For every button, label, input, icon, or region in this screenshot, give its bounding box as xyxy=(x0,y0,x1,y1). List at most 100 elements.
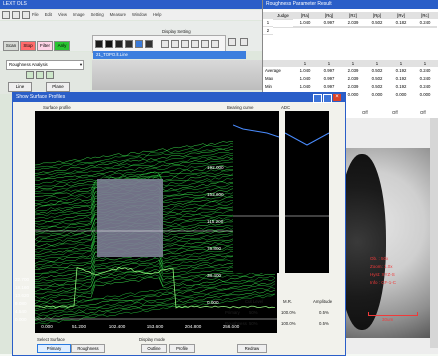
stats-cell: Average xyxy=(265,68,281,73)
color-icon[interactable] xyxy=(135,40,143,48)
analysis-icon-2[interactable] xyxy=(36,71,44,79)
save-icon[interactable] xyxy=(22,11,30,19)
close-icon: × xyxy=(335,94,339,100)
profile-line xyxy=(34,287,276,318)
grid-icon[interactable] xyxy=(161,40,169,48)
stats-cell: 0.502 xyxy=(371,76,383,81)
plane-button[interactable]: Plane xyxy=(46,82,70,92)
results-cell: 0.502 xyxy=(365,19,389,27)
results-cell xyxy=(389,27,413,28)
scan-button[interactable]: Scan xyxy=(3,41,19,51)
camera-icon[interactable] xyxy=(115,40,123,48)
bearing-curve-line xyxy=(232,124,280,138)
stats-cell: 2.039 xyxy=(347,76,359,81)
results-window-title-bar: Roughness Parameter Result xyxy=(263,0,438,9)
micrograph-label-zoom: Zoom: 1.0x xyxy=(370,264,393,269)
analysis-button[interactable]: Anly xyxy=(54,41,70,51)
micrograph-label-block: Ob. : 50x Zoom: 1.0x Hyst: XYZ-S Info : … xyxy=(362,256,432,300)
profile-mode-button[interactable]: Profile xyxy=(169,344,195,353)
adc-plot xyxy=(284,111,330,273)
restore-icon[interactable] xyxy=(240,38,248,46)
profile-line xyxy=(34,271,276,302)
outer-ytick: 4.540 xyxy=(15,309,27,314)
roughness-surface-button[interactable]: Roughness xyxy=(71,344,105,353)
primary-surface-button[interactable]: Primary xyxy=(37,344,71,353)
main-window-title-bar: LEXT OLS xyxy=(0,0,262,9)
layout-icon[interactable] xyxy=(211,40,219,48)
col-header-mr: M.R. xyxy=(283,299,293,304)
zoom-percent-icon[interactable] xyxy=(201,40,209,48)
menu-item[interactable]: Measure xyxy=(109,12,126,17)
menu-item[interactable]: Window xyxy=(131,12,147,17)
results-cell: 0.997 xyxy=(317,19,341,27)
inner-ytick: 76.800 xyxy=(207,246,222,251)
dialog-minimize-button[interactable] xyxy=(313,94,322,103)
open-icon[interactable] xyxy=(12,11,20,19)
stats-header-cell: 1 xyxy=(351,61,355,66)
profile-line xyxy=(34,289,276,321)
menu-item[interactable]: File xyxy=(32,12,39,17)
results-cell: 2.039 xyxy=(341,19,365,27)
window-icon[interactable] xyxy=(228,38,236,46)
pointer-icon[interactable] xyxy=(191,40,199,48)
new-icon[interactable] xyxy=(2,11,10,19)
stack-icon[interactable] xyxy=(145,40,153,48)
stop-button[interactable]: Stop xyxy=(20,41,36,51)
left-panel: Roughness Analysis ▾ Line Plane xyxy=(0,52,90,94)
stats-cell: 0.000 xyxy=(347,92,359,97)
menu-items: File Edit View Image Setting Measure Window Hel… xyxy=(32,10,162,20)
line-button[interactable]: Line xyxy=(8,82,32,92)
brush-icon[interactable] xyxy=(171,40,179,48)
menu-item[interactable]: View xyxy=(57,12,67,17)
stats-header-cell: 1 xyxy=(303,61,307,66)
inner-ytick: 115.200 xyxy=(207,219,224,224)
dialog-maximize-button[interactable] xyxy=(323,94,332,103)
stats-cell: 0.502 xyxy=(371,84,383,89)
bearing-curve-plot xyxy=(232,111,280,273)
redraw-button[interactable]: Redraw xyxy=(237,344,267,353)
analysis-icon-1[interactable] xyxy=(26,71,34,79)
results-header-cell: [Rq] xyxy=(325,13,333,18)
menu-item[interactable]: Image xyxy=(72,12,85,17)
micrograph-label-hyst: Hyst: XYZ-S xyxy=(370,272,395,277)
menu-item[interactable]: Help xyxy=(152,12,162,17)
measure-icon[interactable] xyxy=(181,40,189,48)
row-primary-mr: 100.0% xyxy=(281,310,296,315)
adc-curve-line xyxy=(284,132,330,146)
line-tool-icon[interactable] xyxy=(95,40,103,48)
profile-line xyxy=(34,293,276,325)
roughness-selector-value: Roughness Analysis xyxy=(9,62,48,67)
dialog-close-button[interactable]: × xyxy=(333,94,341,101)
menu-item[interactable]: Setting xyxy=(90,12,104,17)
profile-line xyxy=(34,278,276,310)
stats-cell: 0.000 xyxy=(419,92,431,97)
cut-level-table: Cut Level M.R. Amplitude Primary 50% 100… xyxy=(225,299,343,333)
profile-line xyxy=(34,280,276,312)
micrograph-label-info: Info : CF-1-C xyxy=(370,280,397,285)
stats-cell: 2.039 xyxy=(347,84,359,89)
outer-ytick: 9.080 xyxy=(15,301,27,306)
analysis-icon-3[interactable] xyxy=(46,71,54,79)
micrograph-label-objective: Ob. : 50x xyxy=(370,256,389,261)
stats-cell: 0.240 xyxy=(419,84,431,89)
stats-header-cell: 1 xyxy=(399,61,403,66)
menu-item[interactable]: Edit xyxy=(44,12,52,17)
outer-ytick: 22.700 xyxy=(15,277,30,282)
profile-tool-icon[interactable] xyxy=(105,40,113,48)
row-roughness-amplitude: 0.5% xyxy=(319,321,329,326)
stats-cell: 0.192 xyxy=(395,84,407,89)
right-scrollbar[interactable] xyxy=(430,118,438,348)
roughness-selector[interactable]: Roughness Analysis ▾ xyxy=(6,60,84,70)
outline-mode-button[interactable]: Outline xyxy=(141,344,167,353)
xtick: 102.400 xyxy=(108,324,126,329)
surface-profile-dialog: Show Surface Profiles × Surface profile … xyxy=(12,92,346,356)
chevron-down-icon: ▾ xyxy=(79,62,82,67)
outer-ytick: 13.620 xyxy=(15,293,30,298)
stats-cell: 0.240 xyxy=(419,68,431,73)
zoom-icon[interactable] xyxy=(125,40,133,48)
stats-cell: 0.192 xyxy=(395,68,407,73)
filter-button[interactable]: Filter xyxy=(37,41,53,51)
dialog-title: Show Surface Profiles xyxy=(16,94,66,100)
results-header-cell: [Rz] xyxy=(349,13,357,18)
stats-cell: 0.997 xyxy=(323,76,335,81)
